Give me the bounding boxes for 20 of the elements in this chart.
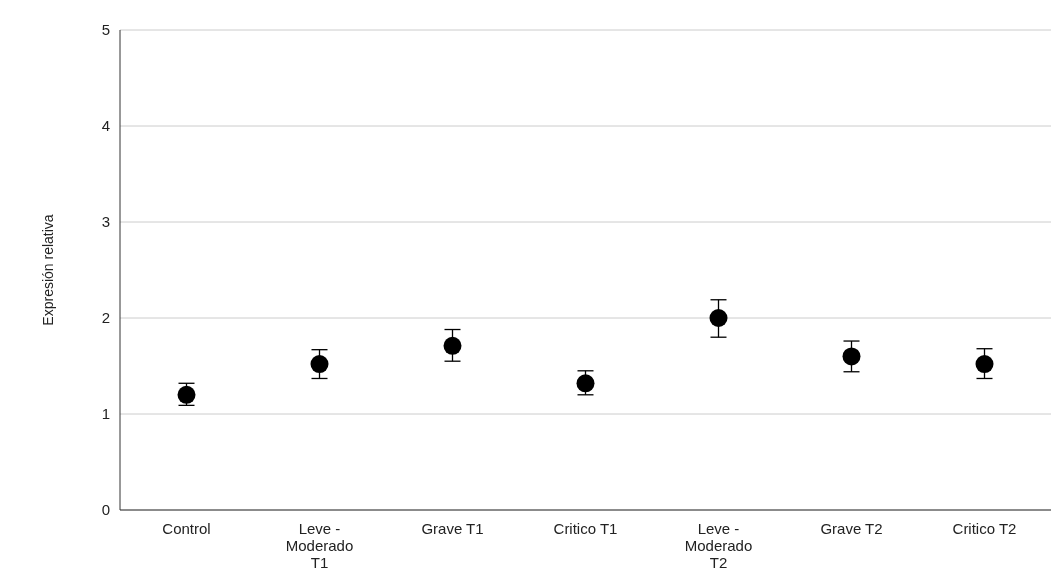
- y-tick-label: 3: [101, 213, 110, 231]
- x-tick-label: Grave T2: [820, 520, 883, 537]
- x-tick-label: Leve - Moderado T2: [684, 520, 753, 571]
- point: [842, 347, 861, 366]
- point: [709, 309, 728, 327]
- point: [443, 336, 462, 355]
- x-tick-label: Grave T1: [421, 520, 484, 537]
- y-tick-label: 2: [101, 309, 110, 327]
- x-tick-label: Leve - Moderado T1: [285, 520, 354, 571]
- point: [576, 374, 595, 393]
- y-tick-label: 4: [101, 117, 110, 135]
- y-axis-title: Expresión relativa: [40, 214, 56, 326]
- y-tick-label: 5: [101, 21, 110, 39]
- point: [310, 355, 329, 374]
- x-tick-label: Critico T1: [553, 520, 618, 537]
- x-tick-label: Critico T2: [952, 520, 1017, 537]
- x-tick-label: Control: [162, 520, 211, 537]
- point: [975, 355, 994, 374]
- y-tick-label: 1: [101, 405, 110, 423]
- y-tick-label: 0: [101, 501, 110, 519]
